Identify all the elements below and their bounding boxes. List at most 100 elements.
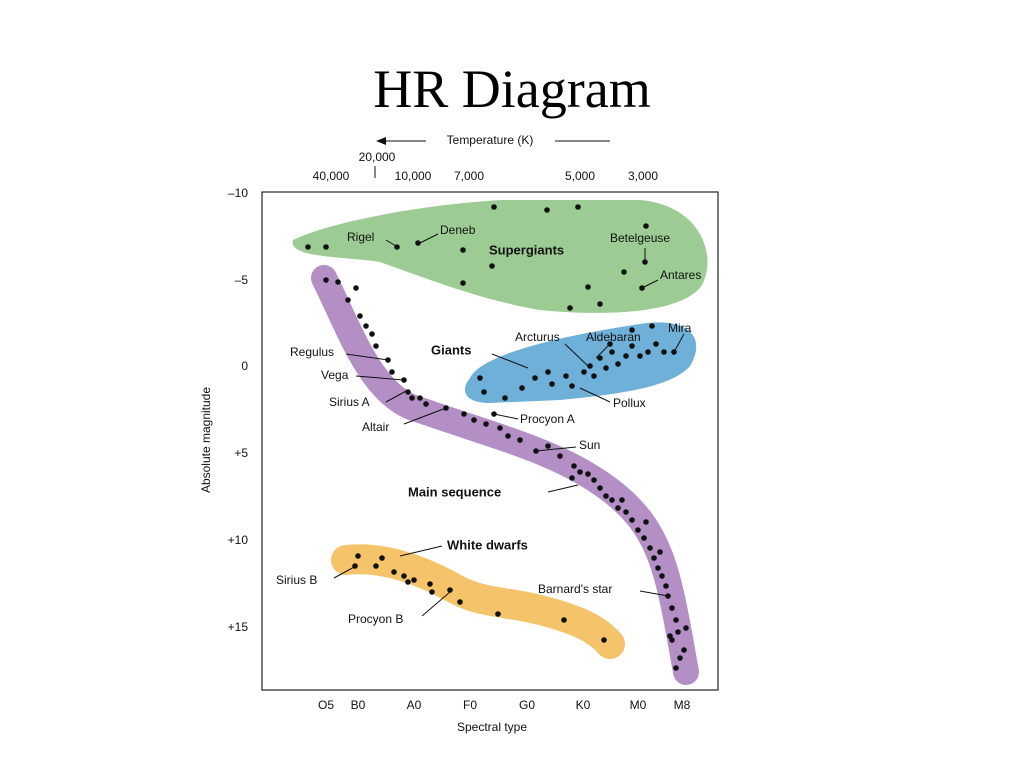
- star-dot: [673, 665, 679, 671]
- star-dot: [544, 207, 550, 213]
- star-dot: [429, 589, 435, 595]
- bottom-axis-label: Spectral type: [457, 720, 527, 734]
- star-dot: [653, 341, 659, 347]
- star-dot: [545, 369, 551, 375]
- supergiants-region: [292, 200, 708, 313]
- leader: [385, 239, 397, 247]
- star-dot: [609, 349, 615, 355]
- leader: [491, 353, 529, 369]
- star-dot: [597, 485, 603, 491]
- leader: [385, 389, 409, 403]
- left-tick-label: +10: [228, 533, 249, 547]
- star-dot: [489, 263, 495, 269]
- top-tick-label: 10,000: [395, 169, 432, 183]
- star-dot: [305, 244, 311, 250]
- star-dot: [587, 363, 593, 369]
- star-label: Vega: [321, 368, 349, 382]
- top-tick-label: 20,000: [359, 150, 396, 164]
- star-dot: [481, 389, 487, 395]
- star-label: Betelgeuse: [610, 231, 670, 245]
- star-dot: [635, 527, 641, 533]
- plot-frame: [261, 191, 719, 691]
- leader: [639, 590, 669, 597]
- star-label: Antares: [660, 268, 701, 282]
- star-dot: [585, 471, 591, 477]
- star-dot: [657, 549, 663, 555]
- star-dot: [615, 361, 621, 367]
- leader: [403, 407, 447, 425]
- left-tick-label: –5: [235, 273, 249, 287]
- leader: [333, 565, 357, 579]
- bottom-tick-label: M0: [630, 698, 647, 712]
- bottom-tick-label: O5: [318, 698, 334, 712]
- leader: [547, 484, 579, 493]
- star-dot: [505, 433, 511, 439]
- star-dot: [591, 477, 597, 483]
- star-dot: [495, 611, 501, 617]
- star-dot: [585, 284, 591, 290]
- star-dot: [629, 327, 635, 333]
- left-tick-label: –10: [228, 186, 248, 200]
- star-label: Altair: [362, 420, 389, 434]
- star-dot: [323, 244, 329, 250]
- main-sequence-region: [311, 265, 699, 685]
- leader: [595, 343, 611, 359]
- region-label: Giants: [431, 342, 471, 357]
- leader: [641, 279, 659, 289]
- star-label: Sirius A: [329, 395, 370, 409]
- star-label: Deneb: [440, 223, 476, 237]
- bottom-tick-label: M8: [674, 698, 691, 712]
- star-label: Sirius B: [276, 573, 317, 587]
- star-dot: [519, 385, 525, 391]
- white-dwarfs-region: [331, 544, 625, 659]
- star-dot: [460, 247, 466, 253]
- star-dot: [363, 323, 369, 329]
- star-dot: [427, 581, 433, 587]
- leader: [564, 343, 589, 367]
- star-dot: [491, 204, 497, 210]
- region-label: Supergiants: [489, 242, 564, 257]
- star-dot: [457, 599, 463, 605]
- star-dot: [655, 565, 661, 571]
- star-dot: [335, 279, 341, 285]
- star-dot: [471, 417, 477, 423]
- star-dot: [591, 373, 597, 379]
- star-dot: [581, 369, 587, 375]
- giants-region: [464, 322, 697, 403]
- star-label: Rigel: [347, 230, 374, 244]
- star-dot: [621, 269, 627, 275]
- bottom-tick-label: F0: [463, 698, 477, 712]
- star-dot: [409, 395, 415, 401]
- star-dot: [623, 509, 629, 515]
- left-tick-label: +5: [234, 446, 248, 460]
- star-dot: [373, 343, 379, 349]
- star-dot: [391, 569, 397, 575]
- star-label: Sun: [579, 438, 600, 452]
- star-dot: [545, 443, 551, 449]
- star-dot: [401, 573, 407, 579]
- star-label: Pollux: [613, 396, 646, 410]
- leader: [355, 375, 405, 381]
- star-dot: [477, 375, 483, 381]
- star-dot: [645, 349, 651, 355]
- leader: [421, 591, 451, 617]
- star-dot: [483, 421, 489, 427]
- star-label: Mira: [668, 321, 692, 335]
- star-label: Procyon B: [348, 612, 403, 626]
- star-dot: [497, 425, 503, 431]
- bottom-tick-label: K0: [576, 698, 591, 712]
- star-label: Aldebaran: [586, 330, 641, 344]
- star-dot: [447, 587, 453, 593]
- star-dot: [355, 553, 361, 559]
- bottom-tick-label: A0: [407, 698, 422, 712]
- top-tick-label: 3,000: [628, 169, 658, 183]
- leader: [399, 545, 443, 557]
- star-dot: [659, 573, 665, 579]
- leader: [493, 413, 519, 420]
- star-dot: [517, 437, 523, 443]
- star-dot: [369, 331, 375, 337]
- star-dot: [647, 545, 653, 551]
- top-tick-label: 5,000: [565, 169, 595, 183]
